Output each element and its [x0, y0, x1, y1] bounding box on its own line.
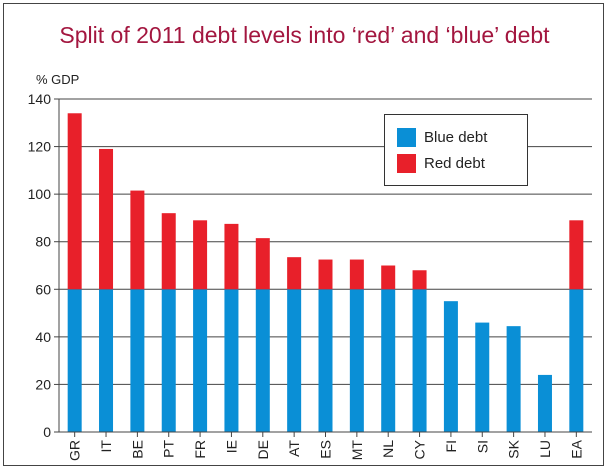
x-tick-label-MT: MT [349, 440, 365, 461]
bar-red-FR [193, 220, 208, 290]
legend-item-blue: Blue debt [397, 127, 487, 147]
bar-blue-EA [569, 289, 584, 432]
legend-swatch-blue [397, 127, 416, 147]
bar-blue-CY [412, 289, 427, 432]
bar-blue-PT [161, 289, 176, 432]
y-tick-label-0: 0 [43, 424, 51, 440]
legend-swatch-red [397, 153, 416, 173]
y-axis-label: % GDP [36, 72, 80, 87]
bar-red-DE [255, 238, 270, 290]
x-tick-label-IE: IE [223, 440, 239, 453]
bar-blue-IE [224, 289, 239, 432]
bar-blue-FR [193, 289, 208, 432]
bar-red-GR [67, 113, 82, 290]
y-tick-label-140: 140 [28, 91, 52, 107]
tick-labels: 0 20 40 60 80 100 120 140 GR IT BE PT FR IE DE AT ES MT NL… [28, 91, 585, 461]
legend-label-blue: Blue debt [424, 128, 488, 146]
bar-red-ES [318, 259, 333, 290]
bar-blue-MT [349, 289, 364, 432]
y-tick-label-100: 100 [28, 186, 52, 202]
legend-label-red: Red debt [424, 154, 485, 172]
x-tick-label-NL: NL [380, 440, 396, 458]
bar-blue-ES [318, 289, 333, 432]
bar-blue-FI [443, 301, 458, 432]
bars [67, 113, 584, 432]
bar-blue-BE [130, 289, 145, 432]
bar-red-MT [349, 259, 364, 290]
bar-blue-SK [506, 326, 521, 432]
bar-red-NL [381, 265, 396, 290]
x-tick-label-FI: FI [443, 440, 459, 452]
x-tick-label-AT: AT [286, 440, 302, 457]
x-tick-label-DE: DE [255, 440, 271, 459]
x-tick-label-BE: BE [129, 440, 145, 459]
y-tick-label-20: 20 [35, 376, 51, 392]
x-tick-label-GR: GR [67, 440, 83, 461]
bar-blue-DE [255, 289, 270, 432]
bar-blue-NL [381, 289, 396, 432]
bar-red-EA [569, 220, 584, 290]
x-tick-label-FR: FR [192, 440, 208, 459]
axes [54, 98, 592, 437]
y-tick-label-60: 60 [35, 281, 51, 297]
bar-blue-IT [99, 289, 114, 432]
x-tick-label-LU: LU [537, 440, 553, 458]
x-tick-label-ES: ES [318, 440, 334, 459]
chart-legend: Blue debt Red debt [384, 114, 528, 186]
bar-red-IE [224, 223, 239, 290]
bar-red-AT [287, 257, 302, 290]
bar-blue-LU [537, 374, 552, 432]
x-tick-label-IT: IT [98, 440, 114, 453]
y-tick-label-120: 120 [28, 139, 52, 155]
x-tick-label-SI: SI [474, 440, 490, 453]
chart-title: Split of 2011 debt levels into ‘red’ and… [59, 22, 550, 48]
x-tick-label-CY: CY [412, 439, 428, 459]
bar-red-CY [412, 270, 427, 290]
bar-blue-GR [67, 289, 82, 432]
y-tick-label-40: 40 [35, 329, 51, 345]
legend-item-red: Red debt [397, 153, 485, 173]
bar-red-PT [161, 213, 176, 290]
bar-red-BE [130, 190, 145, 290]
x-tick-label-SK: SK [506, 439, 522, 458]
x-tick-label-EA: EA [568, 439, 584, 458]
bar-blue-SI [475, 322, 490, 432]
bar-blue-AT [287, 289, 302, 432]
bar-red-IT [99, 148, 114, 290]
x-tick-label-PT: PT [161, 440, 177, 458]
y-tick-label-80: 80 [35, 234, 51, 250]
